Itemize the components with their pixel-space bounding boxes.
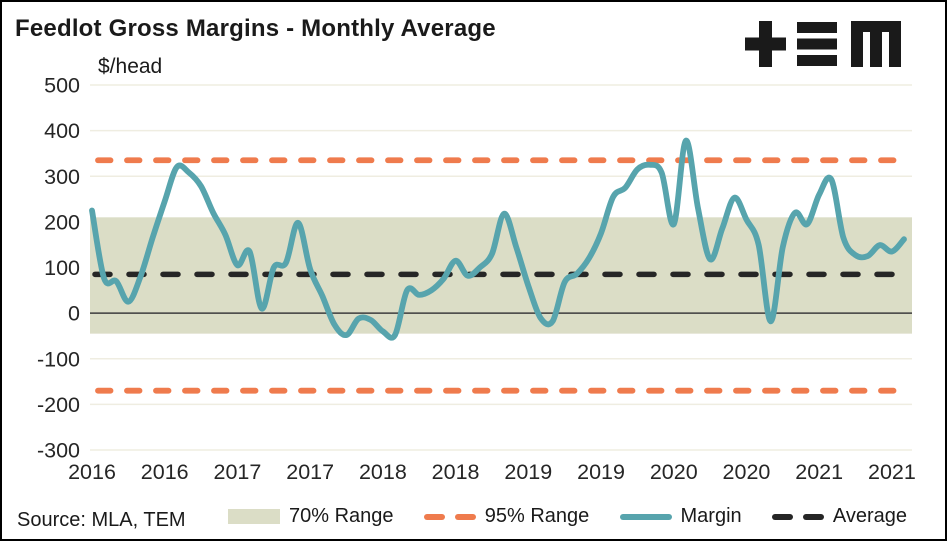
line-swatch-icon	[619, 513, 672, 520]
chart-legend: 70% Range 95% Range Margin Average	[228, 505, 907, 528]
svg-text:400: 400	[44, 119, 80, 143]
dashed-line-swatch-icon	[423, 513, 476, 520]
source-note: Source: MLA, TEM	[17, 509, 186, 531]
svg-text:-300: -300	[37, 439, 80, 463]
svg-text:2017: 2017	[286, 460, 334, 484]
legend-label-average: Average	[832, 505, 907, 527]
y-axis-labels: 500 400 300 200 100 0 -100 -200 -300	[37, 74, 80, 463]
svg-text:100: 100	[44, 256, 80, 280]
x-axis-labels: 2016 2016 2017 2017 2018 2018 2019 2019 2020 2020…	[68, 460, 916, 484]
svg-text:2019: 2019	[577, 460, 625, 484]
legend-label-margin: Margin	[680, 505, 742, 527]
gridlines	[90, 84, 912, 451]
svg-text:2020: 2020	[723, 460, 771, 484]
svg-text:2020: 2020	[650, 460, 698, 484]
average-dash-swatch-icon	[771, 513, 824, 520]
svg-text:2016: 2016	[68, 460, 116, 484]
legend-label-95-range: 95% Range	[484, 505, 590, 527]
tem-logo-icon	[745, 21, 901, 68]
svg-text:2017: 2017	[214, 460, 262, 484]
margin-line	[89, 137, 907, 341]
chart-title: Feedlot Gross Margins - Monthly Average	[15, 15, 496, 42]
legend-item-margin: Margin	[619, 505, 742, 528]
svg-text:2019: 2019	[504, 460, 552, 484]
svg-text:-200: -200	[37, 393, 80, 417]
svg-text:0: 0	[68, 302, 80, 326]
svg-text:2018: 2018	[432, 460, 480, 484]
svg-text:2018: 2018	[359, 460, 407, 484]
legend-item-average: Average	[771, 505, 907, 528]
y-axis-unit-label: $/head	[98, 55, 163, 78]
svg-text:200: 200	[44, 210, 80, 234]
svg-text:2016: 2016	[141, 460, 189, 484]
legend-item-70-range: 70% Range	[228, 505, 394, 528]
svg-text:-100: -100	[37, 347, 80, 371]
legend-label-70-range: 70% Range	[289, 505, 394, 527]
svg-text:2021: 2021	[868, 460, 916, 484]
band-70pct	[90, 217, 912, 334]
svg-text:2021: 2021	[795, 460, 843, 484]
svg-text:300: 300	[44, 165, 80, 189]
band-swatch-icon	[228, 509, 280, 524]
legend-item-95-range: 95% Range	[423, 505, 590, 528]
svg-text:500: 500	[44, 74, 80, 98]
tem-logo-svg	[745, 21, 901, 67]
